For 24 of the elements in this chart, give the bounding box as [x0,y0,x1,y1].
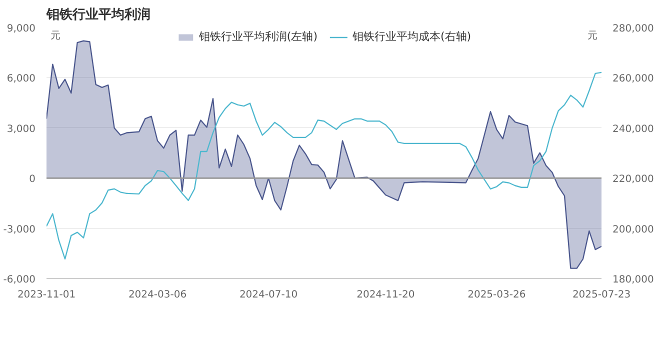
x-tick-label: 2025-07-23 [572,290,631,300]
y-tick-label: 6,000 [6,74,36,85]
x-tick-label: 2024-11-20 [356,290,415,300]
y2-tick-label: 240,000 [612,124,654,135]
legend-label: 钼铁行业平均成本(右轴) [352,29,472,44]
y-axis-title: 元 [50,30,60,42]
y2-axis-title: 元 [588,30,598,42]
y2-tick-label: 260,000 [612,74,654,85]
x-tick-label: 2024-07-10 [239,290,298,300]
legend-label: 钼铁行业平均利润(左轴) [198,29,318,44]
y-tick-label: -3,000 [3,224,36,236]
y-tick-label: 0 [29,174,36,186]
x-tick-label: 2023-11-01 [17,290,76,300]
y-tick-label: -6,000 [3,274,36,286]
y2-tick-label: 280,000 [612,24,654,34]
y2-tick-label: 220,000 [612,174,654,186]
chart-title: 钼铁行业平均利润 [46,6,150,22]
line-series [46,72,602,260]
y2-tick-label: 200,000 [612,224,654,236]
y-tick-label: 9,000 [6,24,36,34]
x-tick-label: 2024-03-06 [128,290,187,300]
y2-tick-label: 180,000 [612,274,654,286]
y-tick-label: 3,000 [6,124,36,135]
x-tick-label: 2025-03-26 [468,290,526,300]
